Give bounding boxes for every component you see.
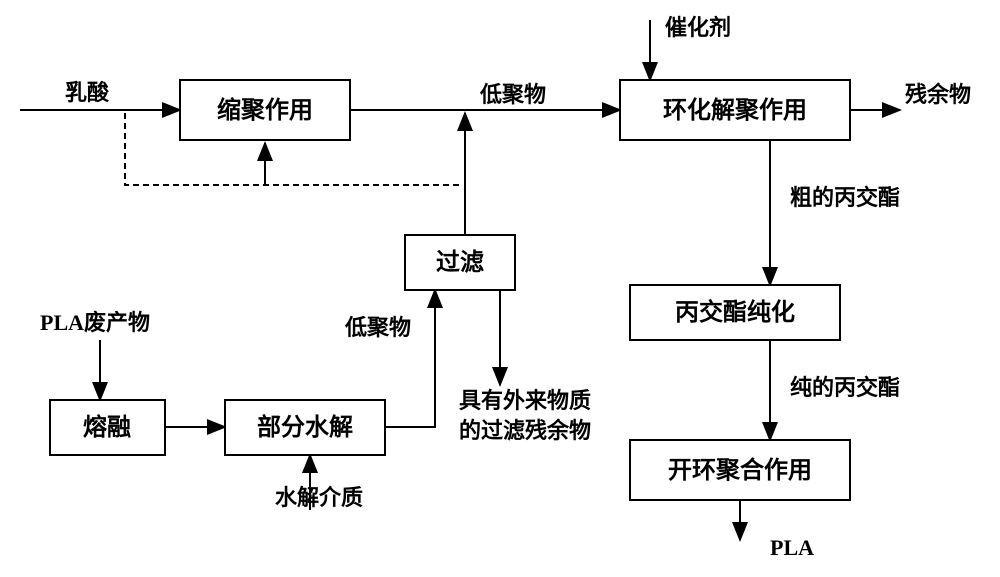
label-residue: 残余物 bbox=[905, 82, 971, 107]
node-purify: 丙交酯纯化 bbox=[630, 285, 840, 340]
node-melt: 熔融 bbox=[50, 400, 165, 455]
label-hydrolysis-medium: 水解介质 bbox=[275, 485, 363, 510]
label-oligomer-top: 低聚物 bbox=[479, 82, 546, 107]
label-crude-lactide: 粗的丙交酯 bbox=[790, 185, 900, 210]
node-cyclize-label: 环化解聚作用 bbox=[663, 96, 807, 124]
node-filter: 过滤 bbox=[405, 235, 515, 290]
label-filter-residue-1: 具有外来物质 bbox=[459, 388, 591, 413]
node-rop-label: 开环聚合作用 bbox=[668, 456, 812, 484]
label-filter-residue-2: 的过滤残余物 bbox=[459, 418, 591, 443]
label-catalyst: 催化剂 bbox=[665, 15, 731, 40]
label-lactic-acid: 乳酸 bbox=[65, 80, 110, 105]
label-pla-waste: PLA废产物 bbox=[40, 310, 150, 335]
node-melt-label: 熔融 bbox=[83, 413, 131, 441]
node-cyclize: 环化解聚作用 bbox=[620, 80, 850, 140]
edge-hydro-to-filter bbox=[385, 290, 435, 427]
node-condense-label: 缩聚作用 bbox=[217, 96, 313, 124]
label-pure-lactide: 纯的丙交酯 bbox=[790, 375, 900, 400]
node-filter-label: 过滤 bbox=[436, 249, 484, 276]
node-rop: 开环聚合作用 bbox=[630, 440, 850, 500]
node-purify-label: 丙交酯纯化 bbox=[675, 298, 795, 326]
flowchart-canvas: 缩聚作用 环化解聚作用 过滤 丙交酯纯化 开环聚合作用 熔融 部分水解 乳酸 催… bbox=[0, 0, 1000, 577]
node-hydro: 部分水解 bbox=[225, 400, 385, 455]
label-pla-output: PLA bbox=[770, 535, 814, 560]
node-condense: 缩聚作用 bbox=[180, 80, 350, 140]
node-hydro-label: 部分水解 bbox=[257, 413, 353, 441]
label-oligomer-bottom: 低聚物 bbox=[344, 315, 411, 340]
